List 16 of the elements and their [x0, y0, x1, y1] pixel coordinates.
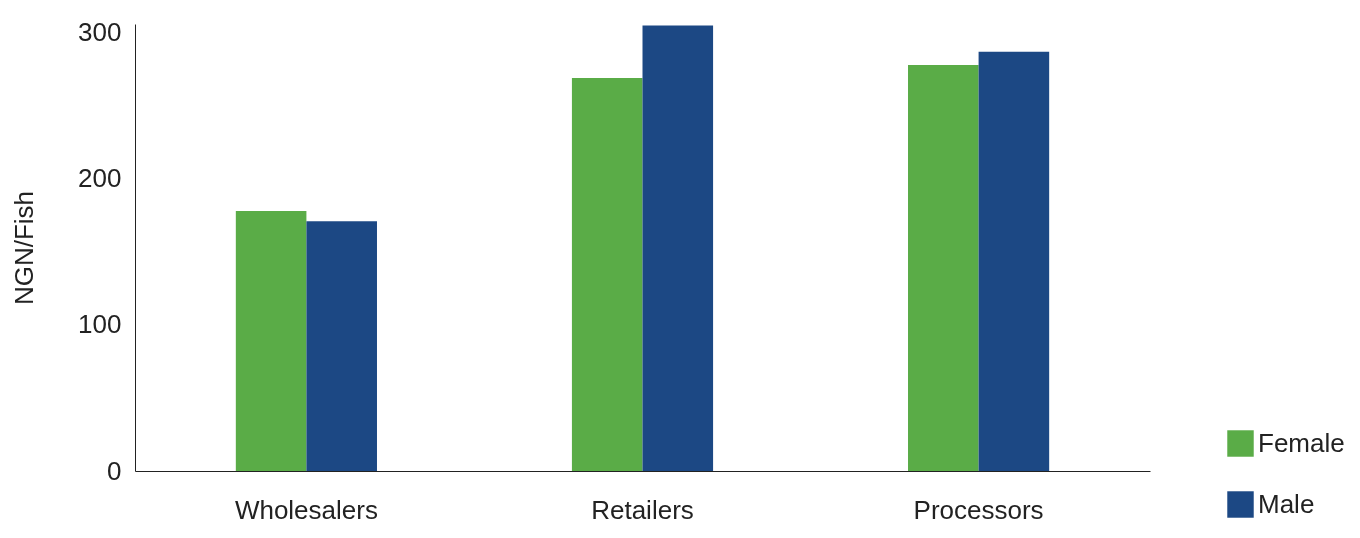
- y-tick-label: 100: [78, 309, 122, 340]
- bar: [908, 64, 979, 471]
- bar: [306, 221, 377, 471]
- y-tick-label: 200: [78, 163, 122, 194]
- bar: [571, 78, 643, 471]
- bar: [978, 51, 1050, 471]
- legend-label: Female: [1258, 427, 1345, 458]
- legend-label: Male: [1258, 488, 1315, 519]
- x-tick-label: Processors: [913, 494, 1044, 525]
- bar: [235, 210, 307, 471]
- x-tick-label: Wholesalers: [234, 494, 378, 525]
- y-tick-label: 0: [107, 455, 122, 486]
- y-tick-label: 300: [78, 17, 122, 48]
- bar: [642, 25, 714, 471]
- x-tick-label: Retailers: [591, 494, 694, 525]
- y-axis-title: NGN/Fish: [9, 190, 40, 306]
